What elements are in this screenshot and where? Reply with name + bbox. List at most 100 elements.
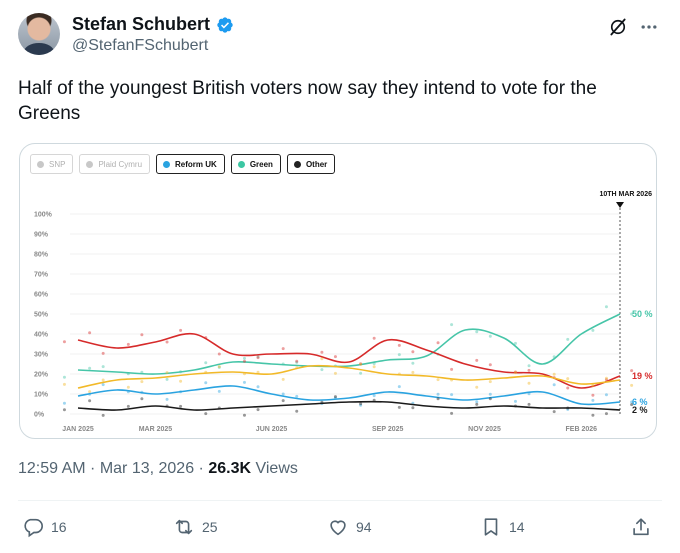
reform-uk-poll-dot <box>552 383 556 387</box>
series-3-poll-dot <box>566 377 570 381</box>
green-poll-dot <box>513 341 517 345</box>
other-poll-dot <box>256 408 260 412</box>
other-poll-dot <box>204 412 208 416</box>
other-poll-dot <box>359 402 363 406</box>
legend-dot <box>86 160 94 168</box>
series-2-poll-dot <box>591 393 595 397</box>
x-tick-label: JAN 2025 <box>62 426 94 433</box>
series-3-poll-dot <box>475 385 479 389</box>
other-poll-dot <box>126 404 130 408</box>
tweet-timestamp[interactable]: 12:59 AM · Mar 13, 2026 · <box>18 460 209 477</box>
other-poll-dot <box>591 413 595 417</box>
reply-button[interactable]: 16 <box>22 516 67 538</box>
reform-uk-poll-dot <box>204 381 208 385</box>
bookmark-count: 14 <box>509 519 525 535</box>
series-3-poll-dot <box>281 377 285 381</box>
green-poll-dot <box>101 365 105 369</box>
legend-label: Reform UK <box>175 159 217 169</box>
reform-uk-poll-dot <box>450 393 454 397</box>
chart-legend: SNP Plaid Cymru Reform UK Green Other <box>30 154 336 174</box>
share-button[interactable] <box>630 516 652 538</box>
reform-uk-end-label: 6 % <box>632 397 648 407</box>
other-poll-dot <box>88 399 92 403</box>
like-button[interactable]: 94 <box>327 516 372 538</box>
series-3-poll-dot <box>436 378 440 382</box>
other-poll-dot <box>411 406 415 410</box>
green-poll-dot <box>256 355 260 359</box>
other-poll-dot <box>242 413 246 417</box>
green-poll-dot <box>411 361 415 365</box>
green-poll-dot <box>295 360 299 364</box>
x-tick-label: FEB 2026 <box>566 426 598 433</box>
y-tick-label: 50% <box>34 312 49 319</box>
legend-chip-snp[interactable]: SNP <box>30 154 74 174</box>
avatar[interactable] <box>18 13 60 55</box>
author-name[interactable]: Stefan Schubert <box>72 14 234 35</box>
series-3-poll-dot <box>411 370 415 374</box>
reform-uk-poll-dot <box>242 380 246 384</box>
series-2-poll-dot <box>179 328 183 332</box>
other-line <box>77 400 621 411</box>
series-3-poll-dot <box>88 390 92 394</box>
other-poll-dot <box>436 397 440 401</box>
series-3-line <box>77 364 621 389</box>
author-name-text: Stefan Schubert <box>72 14 211 34</box>
other-poll-dot <box>604 412 608 416</box>
other-poll-dot <box>140 397 144 401</box>
legend-label: Other <box>305 159 328 169</box>
series-3-poll-dot <box>359 362 363 366</box>
series-2-poll-dot <box>295 359 299 363</box>
legend-chip-other[interactable]: Other <box>286 154 336 174</box>
tweet-media-chart[interactable]: SNP Plaid Cymru Reform UK Green Other 0% 10% 2… <box>19 143 657 439</box>
series-3-poll-dot <box>372 365 376 369</box>
legend-chip-plaid-cymru[interactable]: Plaid Cymru <box>79 154 151 174</box>
series-2-poll-dot <box>88 331 92 335</box>
series-2-poll-dot <box>397 343 401 347</box>
legend-chip-green[interactable]: Green <box>230 154 281 174</box>
green-poll-dot <box>165 377 169 381</box>
legend-chip-reform-uk[interactable]: Reform UK <box>156 154 225 174</box>
other-poll-dot <box>179 404 183 408</box>
reply-count: 16 <box>51 519 67 535</box>
series-2-poll-dot <box>281 347 285 351</box>
green-poll-dot <box>397 353 401 357</box>
legend-label: SNP <box>49 159 66 169</box>
reform-uk-poll-dot <box>165 397 169 401</box>
series-2-poll-dot <box>566 386 570 390</box>
reform-uk-poll-dot <box>281 392 285 396</box>
author-handle[interactable]: @StefanFSchubert <box>72 37 209 54</box>
series-2-poll-dot <box>242 359 246 363</box>
reform-uk-line <box>77 385 621 406</box>
other-poll-dot <box>450 411 454 415</box>
series-3-poll-dot <box>126 385 130 389</box>
legend-dot <box>293 160 301 168</box>
repost-icon <box>175 519 193 535</box>
reform-uk-poll-dot <box>591 398 595 402</box>
series-2-poll-dot <box>450 367 454 371</box>
series-3-poll-dot <box>320 357 324 361</box>
other-poll-dot <box>527 402 531 406</box>
series-2-poll-dot <box>320 350 324 354</box>
x-tick-label: NOV 2025 <box>468 426 501 433</box>
series-3-poll-dot <box>140 380 144 384</box>
green-poll-dot <box>475 330 479 334</box>
y-tick-label: 10% <box>34 392 49 399</box>
legend-label: Plaid Cymru <box>98 159 143 169</box>
more-options-icon[interactable] <box>638 17 660 37</box>
grok-icon[interactable] <box>608 17 628 37</box>
repost-button[interactable]: 25 <box>173 516 218 538</box>
green-poll-dot <box>88 366 92 370</box>
legend-label: Green <box>249 159 273 169</box>
reform-uk-poll-dot <box>62 401 66 405</box>
reform-uk-poll-dot <box>397 385 401 389</box>
series-2-poll-dot <box>475 358 479 362</box>
green-poll-dot <box>242 356 246 360</box>
series-3-poll-dot <box>101 378 105 382</box>
bookmark-button[interactable]: 14 <box>480 516 525 538</box>
x-tick-label: SEP 2025 <box>372 426 404 433</box>
series-3-poll-dot <box>630 383 634 387</box>
y-tick-label: 70% <box>34 272 49 279</box>
reform-uk-poll-dot <box>372 394 376 398</box>
series-2-poll-dot <box>256 356 260 360</box>
x-tick-label: JUN 2025 <box>256 426 288 433</box>
